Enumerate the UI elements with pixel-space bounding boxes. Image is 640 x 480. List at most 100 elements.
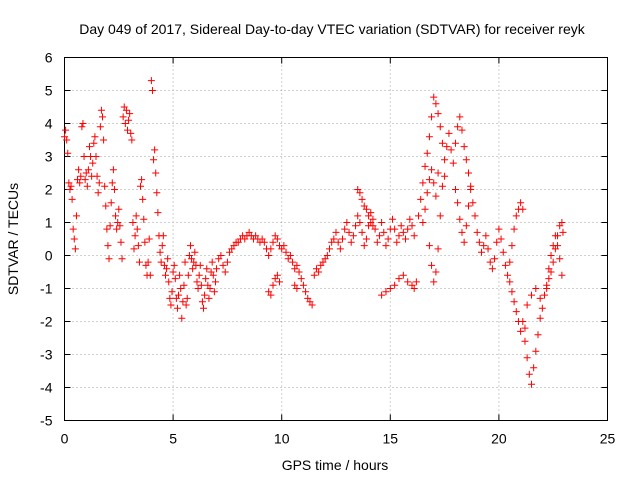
y-tick-label: -1 [40,281,53,297]
data-point [556,255,564,263]
data-point [559,228,567,236]
data-point [69,225,77,233]
y-tick-label: 5 [45,83,53,99]
data-point [501,261,509,269]
data-point [147,77,155,85]
data-point [499,248,507,256]
data-point [182,301,190,309]
data-point [63,136,71,144]
data-point [430,179,438,187]
data-point [189,265,197,273]
data-point [347,238,355,246]
data-point [166,294,174,302]
data-point [113,225,121,233]
data-point [469,199,477,207]
data-point [438,182,446,190]
data-point [85,143,93,151]
data-point [532,347,540,355]
data-point [180,281,188,289]
data-point [157,258,165,266]
data-point [173,304,181,312]
data-point [191,248,199,256]
data-point [210,288,218,296]
data-point [393,238,401,246]
data-point [451,139,459,147]
data-point [208,258,216,266]
data-point [75,166,83,174]
y-tick-label: 4 [45,116,53,132]
data-point [286,252,294,259]
data-point [521,337,529,345]
data-point [404,278,412,286]
y-tick-label: -2 [40,314,53,330]
data-point [388,215,396,223]
y-tick-label: 0 [45,248,53,264]
data-point [135,258,143,266]
data-point [341,225,349,233]
data-point [104,242,112,250]
data-point [159,232,167,240]
data-point [145,235,153,243]
data-point [267,291,275,299]
data-point [336,245,344,253]
data-point [206,285,214,292]
data-point [267,245,275,253]
y-tick-label: -3 [40,347,53,363]
data-point [201,291,209,299]
data-point [545,265,553,273]
data-point [299,281,307,289]
data-point [293,285,301,292]
data-point [451,186,459,193]
data-point [428,261,436,269]
data-point [308,301,316,309]
x-axis-label: GPS time / hours [282,457,389,473]
data-point [343,219,351,226]
data-point [168,288,176,296]
data-point [536,294,544,302]
data-point [164,255,172,263]
data-point [521,324,529,332]
data-point [152,169,160,177]
data-point [523,354,531,362]
data-point [419,219,427,226]
data-point [406,215,414,223]
data-point [462,156,470,164]
data-point [66,186,74,193]
data-point [525,370,533,378]
data-point [495,225,503,233]
data-point [131,232,139,240]
x-tick-label: 20 [491,431,507,447]
data-point [122,106,130,114]
y-tick-label: 2 [45,182,53,198]
data-point [144,258,152,266]
data-point [140,215,148,223]
data-point [126,110,134,118]
data-point [100,136,108,144]
data-point [428,113,436,121]
data-point [103,225,111,233]
data-point [151,146,159,154]
data-point [519,318,527,325]
data-point [91,133,99,141]
data-point [106,222,114,230]
data-point [181,258,189,266]
data-point [404,225,412,233]
data-point [128,136,136,144]
data-point [134,242,142,250]
data-point [169,268,177,276]
data-point [141,238,149,246]
data-point [115,205,123,213]
data-point [119,113,127,121]
data-point [438,139,446,147]
plot-frame [64,57,608,421]
data-point [532,285,540,292]
data-point [421,205,429,213]
data-point [454,199,462,207]
data-point [282,248,290,256]
data-point [467,186,475,193]
data-point [549,258,557,266]
data-point [362,235,370,243]
data-point [464,202,472,210]
data-point [330,235,338,243]
